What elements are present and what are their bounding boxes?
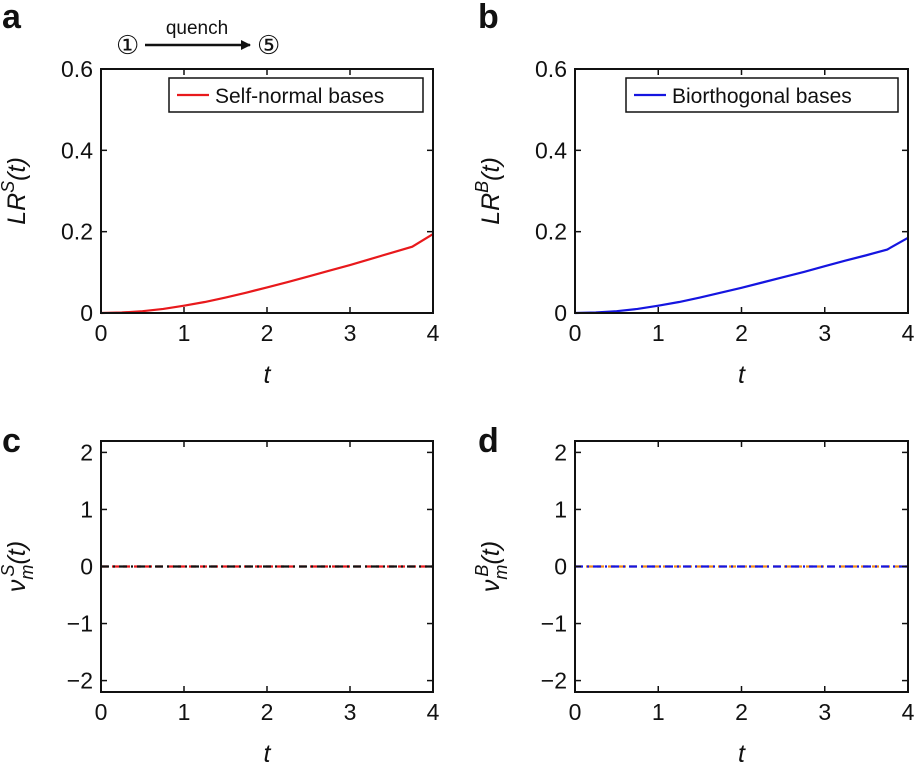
x-axis-label-d: t bbox=[738, 740, 746, 767]
x-tick-label-c: 2 bbox=[261, 699, 274, 725]
x-tick-label-c: 0 bbox=[95, 699, 108, 725]
y-tick-label-c: 0 bbox=[80, 554, 93, 580]
y-axis-label-arg-c: (t) bbox=[3, 541, 31, 565]
y-tick-label-c: −2 bbox=[67, 668, 93, 694]
y-tick-label-b: 0.4 bbox=[535, 137, 567, 163]
quench-label: quench bbox=[166, 18, 228, 39]
panel-letter-b: b bbox=[478, 0, 499, 36]
y-tick-label-a: 0.6 bbox=[61, 56, 93, 82]
x-tick-label-d: 4 bbox=[902, 699, 915, 725]
x-tick-label-a: 4 bbox=[427, 320, 440, 346]
y-tick-label-a: 0.2 bbox=[61, 219, 93, 245]
series-line-a-0 bbox=[100, 233, 434, 315]
x-tick-label-a: 2 bbox=[261, 320, 274, 346]
x-axis-label-a: t bbox=[264, 361, 272, 389]
x-axis-label-b: t bbox=[738, 361, 746, 389]
y-axis-label-b: LRB(t) bbox=[472, 157, 505, 225]
y-axis-label-base-c: ν bbox=[3, 579, 31, 592]
x-tick-label-b: 4 bbox=[902, 320, 915, 346]
y-tick-label-c: 2 bbox=[80, 439, 93, 465]
y-axis-label-base-a: LR bbox=[3, 193, 31, 225]
x-tick-label-a: 1 bbox=[178, 320, 191, 346]
y-axis-label-arg-b: (t) bbox=[477, 157, 505, 181]
x-tick-label-a: 0 bbox=[95, 320, 108, 346]
y-tick-label-d: 2 bbox=[554, 439, 567, 465]
panel-d: d 0 1 2 3 4 −2 −1 0 1 2 t νmB(t) bbox=[472, 422, 915, 767]
panel-letter-d: d bbox=[478, 422, 499, 460]
x-tick-label-c: 3 bbox=[344, 699, 357, 725]
y-axis-label-sup-d: B bbox=[472, 565, 492, 577]
legend-label-b: Biorthogonal bases bbox=[672, 85, 852, 108]
y-axis-label-sub-d: m bbox=[491, 565, 511, 580]
x-tick-label-c: 1 bbox=[178, 699, 191, 725]
y-axis-label-sup-a: S bbox=[0, 181, 18, 193]
x-axis-label-c: t bbox=[264, 740, 272, 767]
x-tick-label-d: 0 bbox=[569, 699, 582, 725]
x-tick-label-c: 4 bbox=[427, 699, 440, 725]
quench-flow-annotation: ① quench ⑤ bbox=[116, 18, 280, 60]
y-axis-label-base-b: LR bbox=[477, 193, 505, 225]
y-tick-label-a: 0 bbox=[80, 300, 93, 326]
x-tick-label-b: 0 bbox=[569, 320, 582, 346]
y-tick-label-d: 0 bbox=[554, 554, 567, 580]
y-tick-label-b: 0.2 bbox=[535, 219, 567, 245]
y-tick-label-c: −1 bbox=[67, 611, 93, 637]
y-tick-label-d: 1 bbox=[554, 496, 567, 522]
y-tick-label-d: −1 bbox=[541, 611, 567, 637]
state-from-label: ① bbox=[116, 30, 139, 60]
y-axis-label-sup-c: S bbox=[0, 565, 18, 577]
x-tick-label-b: 3 bbox=[818, 320, 831, 346]
y-tick-label-c: 1 bbox=[80, 496, 93, 522]
y-axis-label-sub-c: m bbox=[17, 565, 37, 580]
x-tick-label-d: 1 bbox=[652, 699, 665, 725]
y-axis-label-base-d: ν bbox=[477, 579, 505, 592]
series-line-b-0 bbox=[574, 236, 909, 315]
y-tick-label-a: 0.4 bbox=[61, 137, 93, 163]
y-axis-label-arg-a: (t) bbox=[3, 157, 31, 181]
panel-letter-a: a bbox=[2, 0, 22, 36]
x-tick-label-b: 2 bbox=[735, 320, 748, 346]
state-to-label: ⑤ bbox=[257, 30, 280, 60]
x-tick-label-d: 3 bbox=[818, 699, 831, 725]
y-axis-label-arg-d: (t) bbox=[477, 541, 505, 565]
y-axis-label-sup-b: B bbox=[472, 181, 492, 193]
y-tick-label-b: 0 bbox=[554, 300, 567, 326]
panel-c: c 0 1 2 3 4 −2 −1 0 1 2 t νmS(t) bbox=[0, 422, 440, 767]
x-tick-label-a: 3 bbox=[344, 320, 357, 346]
y-tick-label-b: 0.6 bbox=[535, 56, 567, 82]
x-tick-label-b: 1 bbox=[652, 320, 665, 346]
y-tick-label-d: −2 bbox=[541, 668, 567, 694]
x-tick-label-d: 2 bbox=[735, 699, 748, 725]
y-axis-label-a: LRS(t) bbox=[0, 157, 31, 225]
panel-a: a 0 1 2 3 4 0 0.2 0.4 0.6 t LRS(t) Self-normal bases bbox=[0, 0, 440, 389]
y-axis-label-d: νmB(t) bbox=[472, 541, 511, 592]
y-axis-label-c: νmS(t) bbox=[0, 541, 37, 592]
legend-label-a: Self-normal bases bbox=[215, 85, 384, 108]
panel-letter-c: c bbox=[2, 422, 21, 460]
panel-b: b 0 1 2 3 4 0 0.2 0.4 0.6 t LRB(t) Biorthogonal base… bbox=[472, 0, 915, 389]
legend-box-a bbox=[168, 77, 424, 113]
legend-box-b bbox=[625, 77, 899, 113]
